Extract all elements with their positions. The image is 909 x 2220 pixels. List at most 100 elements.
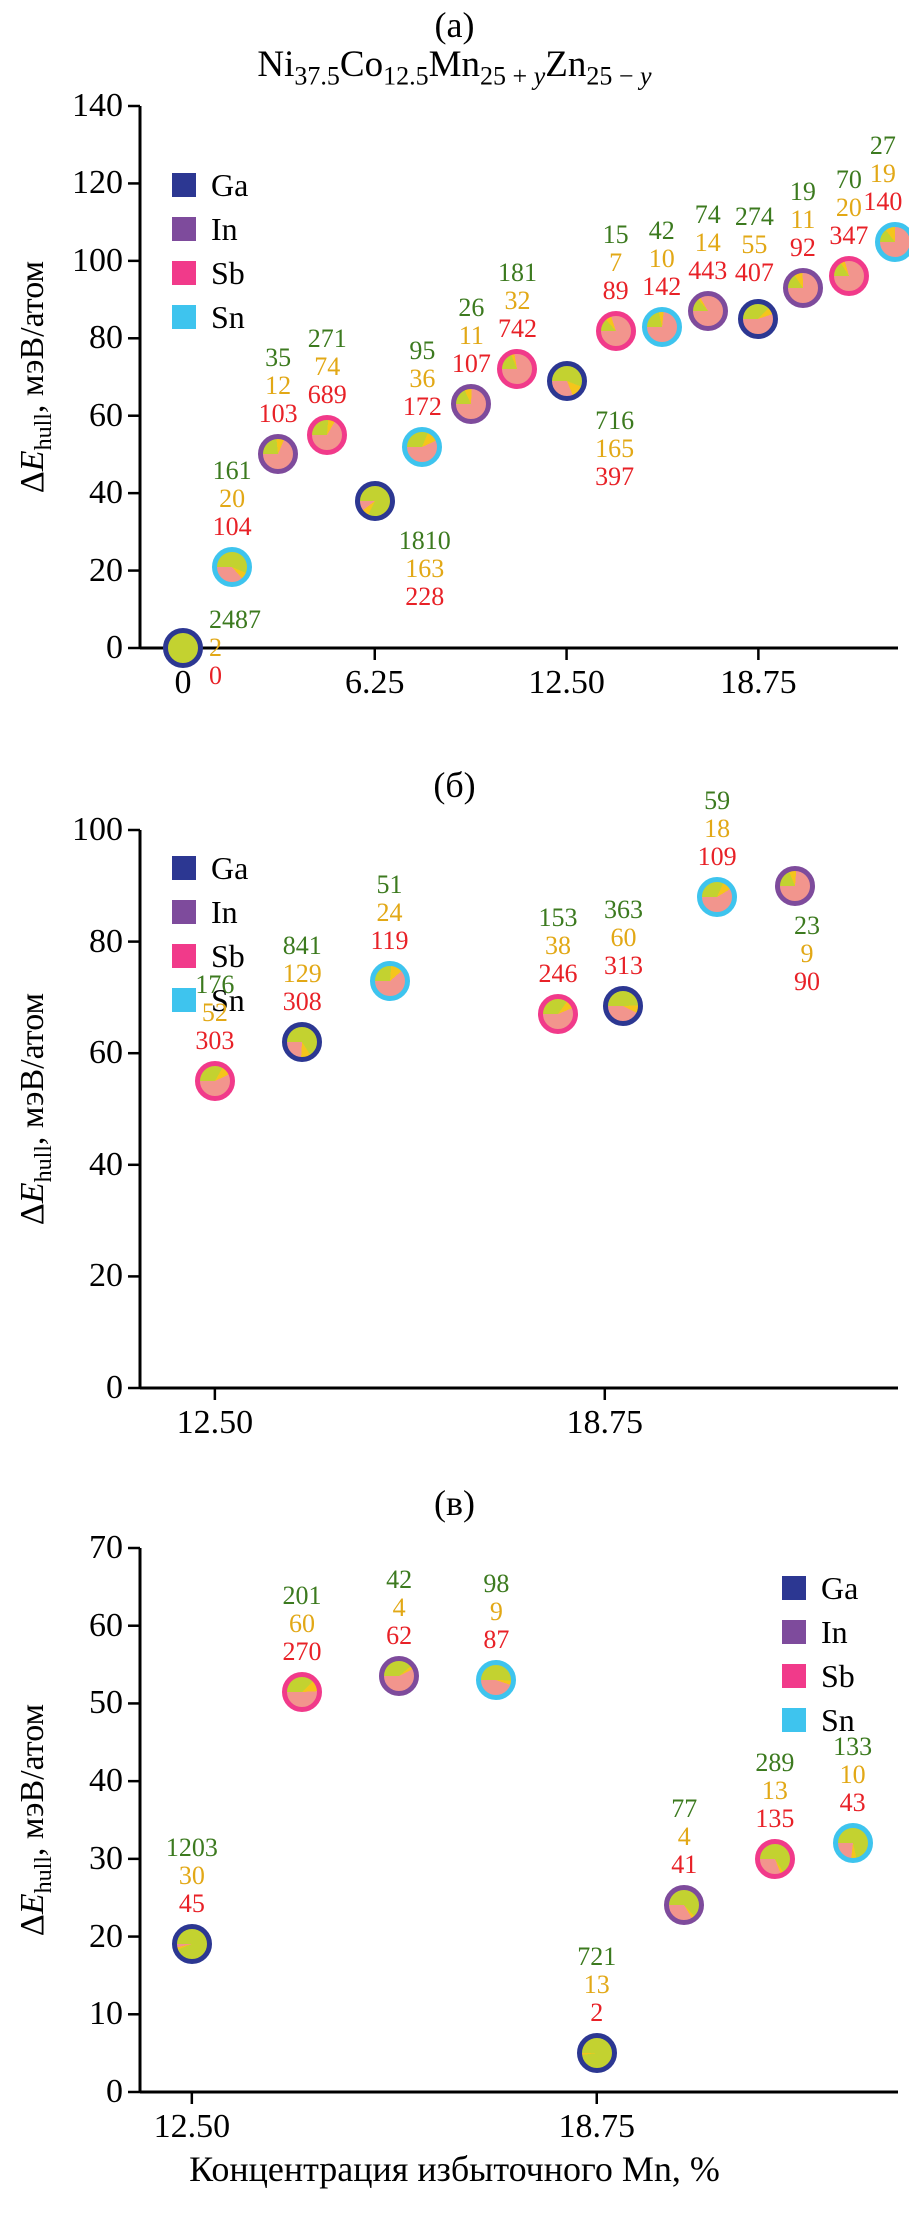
y-tick-label: 140 xyxy=(72,87,123,124)
count-red: 140 xyxy=(863,186,903,216)
count-green: 26 xyxy=(458,293,485,323)
count-yellow: 2 xyxy=(208,633,222,662)
y-tick-label: 20 xyxy=(89,551,123,589)
y-tick-label: 80 xyxy=(89,922,123,960)
marker-annotation: 26 11 107 xyxy=(452,294,491,378)
marker-annotation: 74 14 443 xyxy=(688,201,727,285)
pie-marker-ga xyxy=(576,2033,617,2074)
count-red: 2 xyxy=(590,1998,604,2028)
legend: Ga In Sb Sn xyxy=(782,1566,858,1742)
y-tick-label: 10 xyxy=(89,1995,123,2033)
count-green: 161 xyxy=(212,455,252,485)
pie-marker-ga xyxy=(171,1924,212,1965)
count-yellow: 30 xyxy=(178,1861,205,1891)
legend-label: Sb xyxy=(211,254,245,291)
pie-marker-sn xyxy=(697,876,738,917)
count-red: 119 xyxy=(370,925,409,955)
count-red: 407 xyxy=(734,257,774,287)
pie-marker-ga xyxy=(162,628,203,668)
y-tick-label: 30 xyxy=(89,1839,123,1877)
count-yellow: 13 xyxy=(761,1775,788,1805)
count-red: 246 xyxy=(538,959,578,989)
pie-marker-sb xyxy=(595,310,636,351)
y-axis-title: ΔEhull, мэВ/атом xyxy=(14,260,57,494)
count-red: 103 xyxy=(258,399,298,429)
marker-annotation: 274 55 407 xyxy=(734,202,774,287)
legend-label: Sn xyxy=(821,1701,855,1738)
legend-label: Sb xyxy=(211,937,245,974)
pie-marker-ga xyxy=(603,985,644,1026)
count-green: 35 xyxy=(265,343,292,373)
count-green: 1810 xyxy=(398,525,451,555)
marker-annotation: 841 129 308 xyxy=(283,932,322,1016)
count-yellow: 4 xyxy=(392,1593,406,1623)
legend-swatch-ga xyxy=(782,1576,806,1600)
pie-marker-in xyxy=(782,267,823,308)
pie-marker-sb xyxy=(281,1671,322,1712)
panel-a-label: (а) xyxy=(434,5,475,45)
legend-swatch-in xyxy=(172,900,196,924)
y-tick-label: 40 xyxy=(89,474,123,512)
marker-annotation: 27 19 140 xyxy=(863,130,903,216)
count-yellow: 163 xyxy=(405,553,445,583)
pie-marker-ga xyxy=(354,480,395,521)
count-green: 95 xyxy=(409,335,436,365)
count-yellow: 74 xyxy=(314,352,341,382)
y-tick-label: 20 xyxy=(89,1257,123,1295)
legend-label: In xyxy=(821,1613,848,1650)
legend-label: Sn xyxy=(211,298,245,335)
count-green: 2487 xyxy=(208,605,261,634)
count-red: 107 xyxy=(451,349,491,379)
marker-annotation: 201 60 270 xyxy=(282,1580,322,1666)
legend-swatch-sb xyxy=(172,944,196,968)
count-yellow: 18 xyxy=(704,813,731,843)
count-green: 289 xyxy=(755,1747,795,1777)
count-yellow: 52 xyxy=(201,998,228,1028)
legend-label: Ga xyxy=(211,166,249,203)
pie-marker-sn xyxy=(369,960,410,1001)
count-red: 0 xyxy=(208,661,222,690)
marker-annotation: 95 36 172 xyxy=(403,335,442,421)
count-red: 142 xyxy=(642,271,682,301)
marker-annotation: 98 9 87 xyxy=(483,1570,509,1654)
count-green: 1203 xyxy=(165,1833,218,1863)
marker-annotation: 19 11 92 xyxy=(790,177,816,262)
count-yellow: 11 xyxy=(790,204,816,234)
y-tick-label: 60 xyxy=(89,1034,123,1072)
count-yellow: 4 xyxy=(677,1822,691,1852)
legend-item-sb: Sb xyxy=(782,1654,858,1698)
count-green: 201 xyxy=(282,1580,322,1610)
count-red: 89 xyxy=(602,275,629,305)
count-yellow: 19 xyxy=(869,158,896,188)
count-yellow: 38 xyxy=(544,931,571,961)
marker-annotation: 363 60 313 xyxy=(604,895,643,980)
count-red: 41 xyxy=(671,1850,698,1880)
legend-swatch-sb xyxy=(172,261,196,285)
count-green: 27 xyxy=(869,130,896,160)
count-red: 689 xyxy=(307,380,347,410)
count-yellow: 7 xyxy=(609,247,623,277)
count-yellow: 9 xyxy=(489,1597,503,1627)
y-tick-label: 40 xyxy=(89,1145,123,1183)
y-tick-label: 80 xyxy=(89,319,123,357)
x-tick-label: 18.75 xyxy=(566,1404,644,1441)
legend-item-sn: Sn xyxy=(172,978,248,1022)
marker-annotation: 1810 163 228 xyxy=(398,525,451,611)
y-tick-label: 0 xyxy=(106,2073,123,2110)
pie-marker-sb xyxy=(497,349,538,390)
count-red: 347 xyxy=(829,221,869,251)
pie-marker-ga xyxy=(282,1022,323,1063)
marker-annotation: 15 7 89 xyxy=(602,220,629,305)
legend-swatch-sn xyxy=(172,988,196,1012)
legend-item-sn: Sn xyxy=(172,295,248,339)
count-green: 133 xyxy=(833,1732,873,1762)
pie-marker-in xyxy=(258,434,299,475)
pie-marker-sn xyxy=(476,1660,517,1701)
marker-annotation: 176 52 303 xyxy=(195,971,234,1055)
pie-marker-in xyxy=(664,1885,705,1926)
panel-a: (а) Ni37.5Co12.5Mn25 + yZn25 − y 0 20 40 60… xyxy=(0,0,909,740)
legend-swatch-ga xyxy=(172,856,196,880)
marker-annotation: 2487 2 0 xyxy=(209,606,261,690)
marker-annotation: 35 12 103 xyxy=(259,344,298,428)
count-yellow: 55 xyxy=(741,229,768,259)
